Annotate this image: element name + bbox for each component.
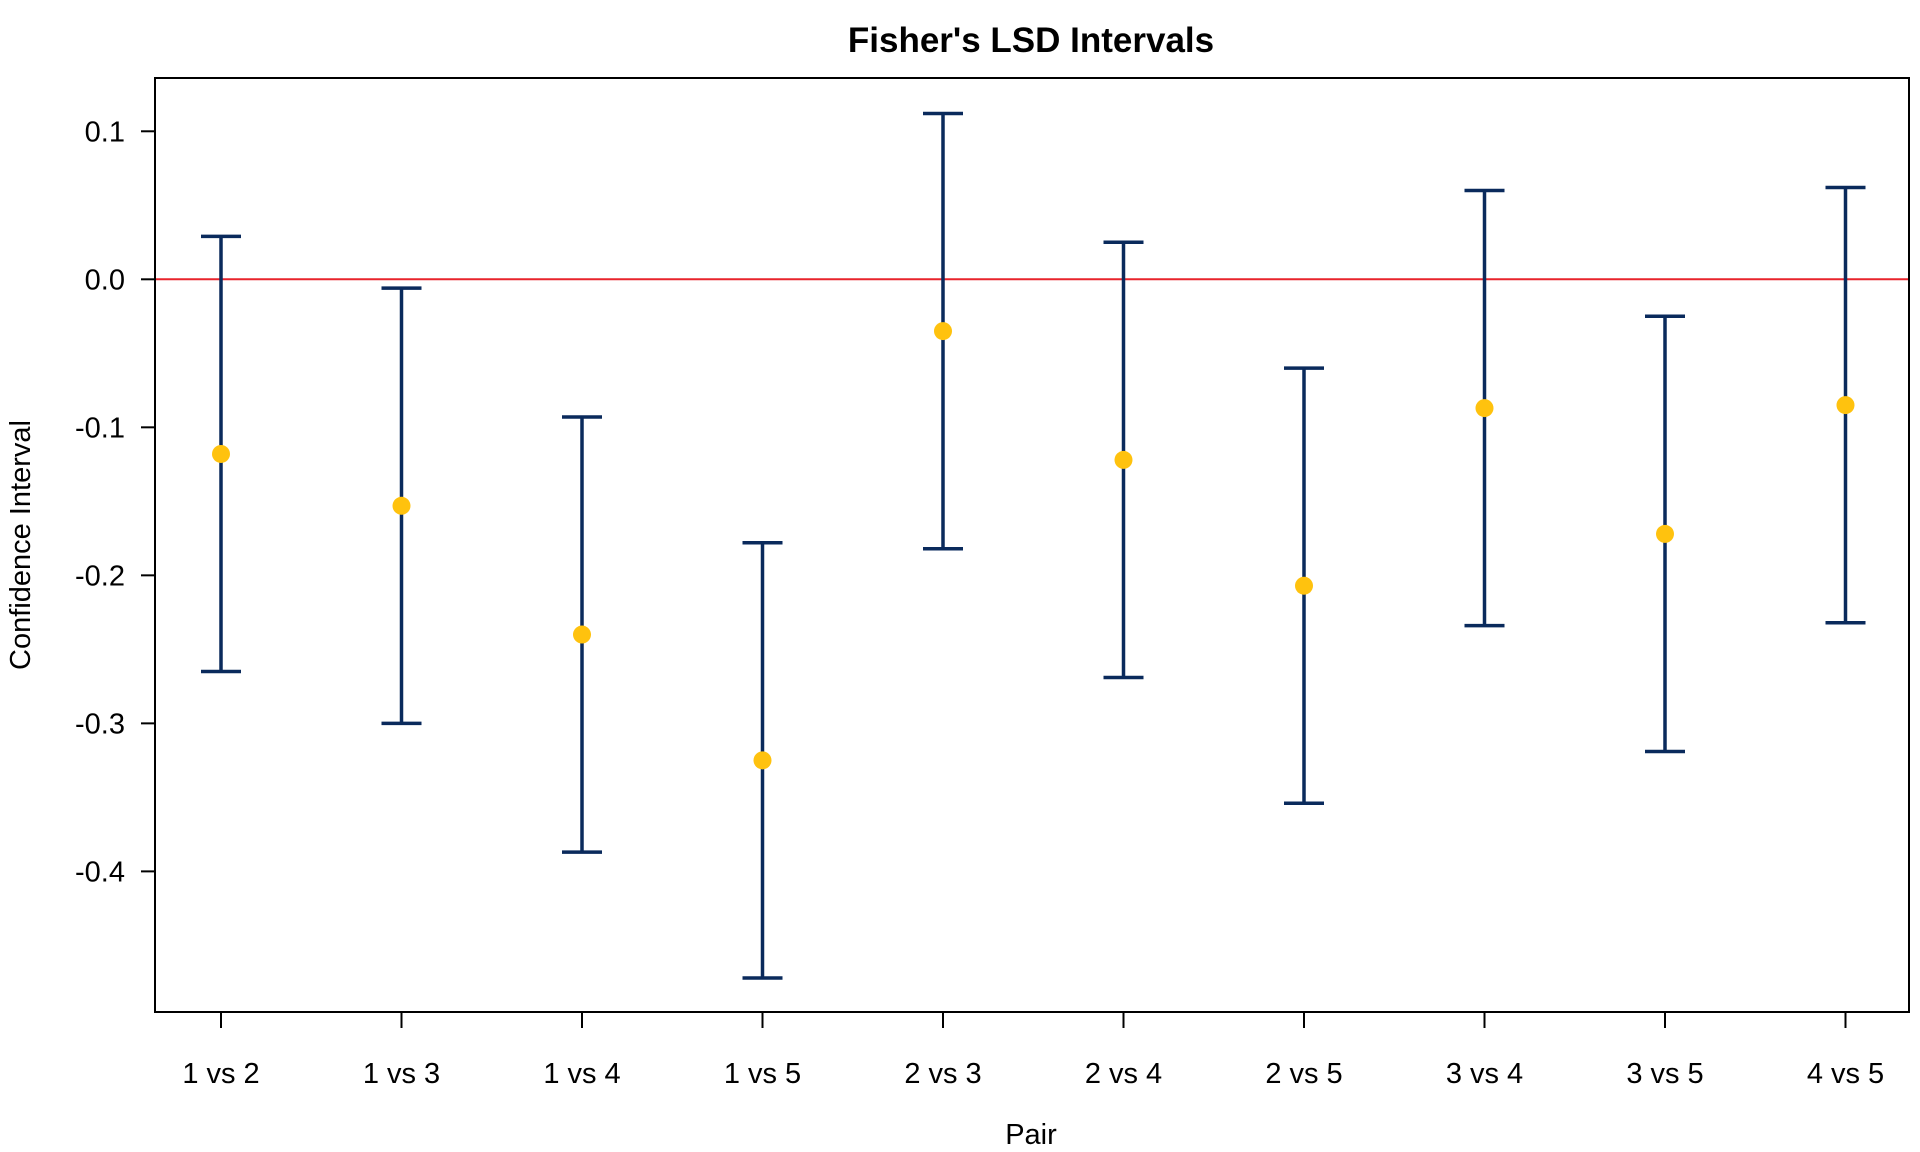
y-axis: 0.1 0.0 -0.1 -0.2 -0.3 -0.4 bbox=[75, 116, 155, 888]
interval-3 bbox=[562, 415, 602, 854]
y-tick-label: -0.4 bbox=[75, 856, 125, 888]
y-tick-label: -0.3 bbox=[75, 708, 125, 740]
x-tick-label: 1 vs 3 bbox=[363, 1058, 440, 1090]
estimate-point bbox=[1295, 576, 1313, 595]
x-axis-label: Pair bbox=[1005, 1119, 1057, 1151]
y-tick-label: -0.1 bbox=[75, 412, 125, 444]
y-tick-label: -0.2 bbox=[75, 560, 125, 592]
interval-9 bbox=[1645, 314, 1685, 754]
interval-4 bbox=[742, 541, 783, 980]
interval-5 bbox=[923, 111, 963, 551]
estimate-point bbox=[212, 444, 230, 463]
x-tick-label: 4 vs 5 bbox=[1807, 1058, 1884, 1090]
chart-title: Fisher's LSD Intervals bbox=[848, 21, 1214, 60]
estimate-point bbox=[1475, 399, 1494, 418]
x-tick-label: 3 vs 4 bbox=[1446, 1058, 1523, 1090]
x-axis: 1 vs 2 1 vs 3 1 vs 4 1 vs 5 2 vs 3 2 vs 4 2 vs… bbox=[182, 1012, 1884, 1090]
x-tick-label: 2 vs 5 bbox=[1265, 1058, 1342, 1090]
estimate-point bbox=[1836, 396, 1855, 415]
x-tick-label: 2 vs 4 bbox=[1085, 1058, 1162, 1090]
interval-7 bbox=[1284, 366, 1324, 806]
plot-frame bbox=[154, 77, 1910, 1013]
interval-10 bbox=[1825, 185, 1866, 625]
interval-8 bbox=[1464, 188, 1505, 628]
y-axis-label: Confidence Interval bbox=[5, 420, 37, 670]
estimate-point bbox=[934, 322, 952, 341]
x-tick-label: 1 vs 4 bbox=[543, 1058, 620, 1090]
x-tick-label: 1 vs 2 bbox=[182, 1058, 259, 1090]
estimate-point bbox=[753, 751, 772, 770]
estimate-point bbox=[1114, 450, 1133, 469]
interval-series bbox=[201, 111, 1866, 980]
estimate-point bbox=[1656, 524, 1674, 543]
estimate-point bbox=[573, 625, 591, 644]
y-tick-label: 0.0 bbox=[85, 264, 125, 296]
x-tick-label: 3 vs 5 bbox=[1626, 1058, 1703, 1090]
interval-2 bbox=[381, 286, 422, 726]
estimate-point bbox=[392, 496, 411, 515]
interval-6 bbox=[1103, 240, 1144, 680]
interval-1 bbox=[201, 234, 241, 674]
y-tick-label: 0.1 bbox=[85, 116, 125, 148]
x-tick-label: 1 vs 5 bbox=[724, 1058, 801, 1090]
x-tick-label: 2 vs 3 bbox=[904, 1058, 981, 1090]
